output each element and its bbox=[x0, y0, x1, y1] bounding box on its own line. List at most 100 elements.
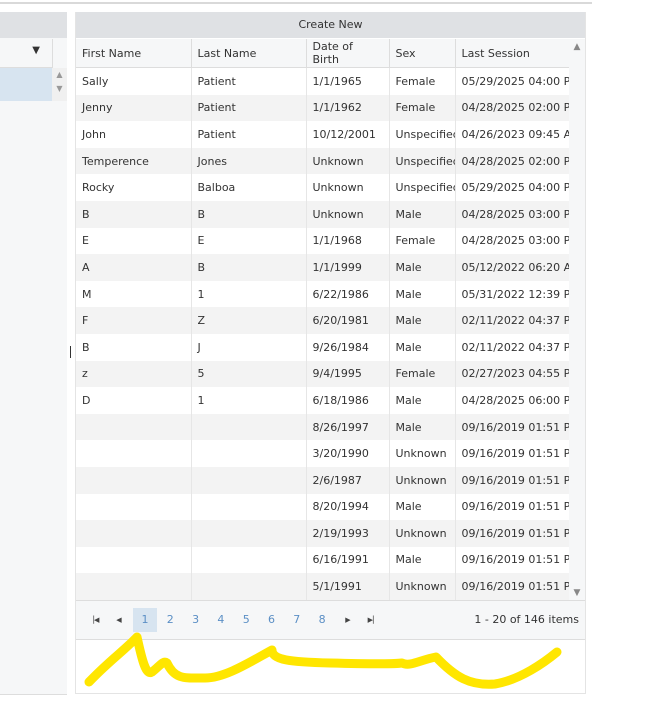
table-cell: 1/1/1968 bbox=[306, 227, 390, 255]
table-cell: 05/31/2022 12:39 PM bbox=[455, 280, 570, 308]
table-cell: B bbox=[191, 200, 307, 228]
table-row[interactable]: D 1 6/18/1986 Male 04/28/2025 06:00 PM bbox=[76, 387, 570, 414]
table-cell: M bbox=[76, 280, 192, 308]
table-cell: 9/26/1984 bbox=[306, 333, 390, 361]
table-cell: Temperence bbox=[76, 147, 192, 175]
filter-icon[interactable]: ▼ bbox=[32, 45, 40, 56]
table-cell: 5 bbox=[191, 360, 307, 388]
column-header[interactable]: Sex bbox=[389, 39, 456, 68]
column-header[interactable]: Last Name bbox=[191, 39, 307, 68]
page-button[interactable]: 5 bbox=[242, 613, 250, 626]
left-selected-row[interactable] bbox=[0, 68, 52, 101]
table-cell: 04/26/2023 09:45 AM bbox=[455, 121, 570, 148]
table-row[interactable]: B J 9/26/1984 Male 02/11/2022 04:37 PM bbox=[76, 333, 570, 361]
table-cell: 02/11/2022 04:37 PM bbox=[455, 307, 570, 334]
page-button[interactable]: 1 bbox=[133, 608, 157, 632]
splitter[interactable] bbox=[67, 12, 75, 694]
first-page-icon[interactable]: ▕◀ bbox=[88, 616, 100, 624]
table-cell: Female bbox=[389, 67, 456, 95]
table-row[interactable]: F Z 6/20/1981 Male 02/11/2022 04:37 PM bbox=[76, 307, 570, 334]
table-row[interactable]: M 1 6/22/1986 Male 05/31/2022 12:39 PM bbox=[76, 280, 570, 308]
triangle-up-icon[interactable]: ▲ bbox=[573, 42, 581, 52]
table-cell: Male bbox=[389, 307, 456, 334]
table-cell: Unknown bbox=[389, 573, 456, 600]
table-row[interactable]: Sally Patient 1/1/1965 Female 05/29/2025 04:… bbox=[76, 67, 570, 95]
table-cell: 1 bbox=[191, 280, 307, 308]
table-cell: Patient bbox=[191, 121, 307, 148]
left-scrollbar[interactable]: ▲ ▼ bbox=[52, 68, 67, 101]
table-row[interactable]: Rocky Balboa Unknown Unspecified 05/29/2025 … bbox=[76, 174, 570, 201]
table-row[interactable]: 3/20/1990 Unknown 09/16/2019 01:51 PM bbox=[76, 440, 570, 467]
table-cell: A bbox=[76, 254, 192, 281]
table-cell: Patient bbox=[191, 94, 307, 122]
table-row[interactable]: B B Unknown Male 04/28/2025 03:00 PM bbox=[76, 200, 570, 228]
table-cell: 1 bbox=[191, 387, 307, 414]
table-row[interactable]: z 5 9/4/1995 Female 02/27/2023 04:55 PM bbox=[76, 360, 570, 388]
left-filter-header: ▼ bbox=[0, 39, 53, 68]
table-row[interactable]: Jenny Patient 1/1/1962 Female 04/28/2025 02:… bbox=[76, 94, 570, 122]
column-header[interactable]: First Name bbox=[76, 39, 192, 68]
table-cell: 09/16/2019 01:51 PM bbox=[455, 573, 570, 600]
table-cell: Male bbox=[389, 254, 456, 281]
left-panel-header bbox=[0, 12, 67, 38]
triangle-up-icon[interactable]: ▲ bbox=[56, 70, 63, 79]
patients-grid: First Name Last Name Date of Birth Sex Last … bbox=[76, 39, 570, 600]
table-row[interactable]: 6/16/1991 Male 09/16/2019 01:51 PM bbox=[76, 546, 570, 574]
table-cell: 04/28/2025 06:00 PM bbox=[455, 387, 570, 414]
table-cell bbox=[191, 546, 307, 574]
table-cell: 6/20/1981 bbox=[306, 307, 390, 334]
table-cell: 8/20/1994 bbox=[306, 493, 390, 521]
table-cell: 09/16/2019 01:51 PM bbox=[455, 546, 570, 574]
table-row[interactable]: John Patient 10/12/2001 Unspecified 04/26/20… bbox=[76, 121, 570, 148]
page-button[interactable]: 2 bbox=[166, 613, 174, 626]
table-cell: E bbox=[76, 227, 192, 255]
table-cell bbox=[191, 413, 307, 441]
table-cell: 04/28/2025 03:00 PM bbox=[455, 227, 570, 255]
table-row[interactable]: 2/6/1987 Unknown 09/16/2019 01:51 PM bbox=[76, 466, 570, 494]
table-row[interactable]: 8/26/1997 Male 09/16/2019 01:51 PM bbox=[76, 413, 570, 441]
triangle-down-icon[interactable]: ▼ bbox=[573, 588, 581, 598]
table-cell: 04/28/2025 03:00 PM bbox=[455, 200, 570, 228]
page-button[interactable]: 7 bbox=[293, 613, 301, 626]
column-header[interactable]: Date of Birth bbox=[306, 39, 390, 68]
prev-page-icon[interactable]: ◀ bbox=[116, 616, 122, 624]
table-cell bbox=[76, 546, 192, 574]
table-cell: Jenny bbox=[76, 94, 192, 122]
table-cell: B bbox=[76, 200, 192, 228]
table-row[interactable]: Temperence Jones Unknown Unspecified 04/28/2… bbox=[76, 147, 570, 175]
left-panel: ▼ ▲ ▼ bbox=[0, 12, 67, 695]
table-cell: Rocky bbox=[76, 174, 192, 201]
triangle-down-icon[interactable]: ▼ bbox=[56, 84, 63, 93]
table-cell: Unspecified bbox=[389, 147, 456, 175]
table-row[interactable]: 8/20/1994 Male 09/16/2019 01:51 PM bbox=[76, 493, 570, 521]
table-cell: Unspecified bbox=[389, 121, 456, 148]
table-row[interactable]: 5/1/1991 Unknown 09/16/2019 01:51 PM bbox=[76, 573, 570, 600]
table-cell: 2/19/1993 bbox=[306, 520, 390, 547]
page-button[interactable]: 8 bbox=[318, 613, 326, 626]
table-cell bbox=[76, 413, 192, 441]
table-cell: 09/16/2019 01:51 PM bbox=[455, 413, 570, 441]
column-header[interactable]: Last Session bbox=[455, 39, 570, 68]
table-cell: 04/28/2025 02:00 PM bbox=[455, 147, 570, 175]
table-cell: Male bbox=[389, 333, 456, 361]
table-cell: 05/29/2025 04:00 PM bbox=[455, 67, 570, 95]
table-cell: Unknown bbox=[389, 466, 456, 494]
table-cell bbox=[191, 573, 307, 600]
table-cell: 10/12/2001 bbox=[306, 121, 390, 148]
table-row[interactable]: E E 1/1/1968 Female 04/28/2025 03:00 PM bbox=[76, 227, 570, 255]
table-cell: 6/18/1986 bbox=[306, 387, 390, 414]
table-cell bbox=[76, 440, 192, 467]
table-cell: Z bbox=[191, 307, 307, 334]
grid-scrollbar[interactable]: ▲ ▼ bbox=[569, 39, 585, 600]
page-button[interactable]: 6 bbox=[268, 613, 275, 626]
last-page-icon[interactable]: ▶▏ bbox=[367, 616, 379, 624]
page-button[interactable]: 4 bbox=[217, 613, 225, 626]
create-new-button[interactable]: Create New bbox=[76, 12, 585, 38]
table-row[interactable]: A B 1/1/1999 Male 05/12/2022 06:20 AM bbox=[76, 254, 570, 281]
next-page-icon[interactable]: ▶ bbox=[345, 616, 351, 624]
table-cell: Unknown bbox=[306, 174, 390, 201]
page-button[interactable]: 3 bbox=[192, 613, 200, 626]
table-row[interactable]: 2/19/1993 Unknown 09/16/2019 01:51 PM bbox=[76, 520, 570, 547]
table-cell: Male bbox=[389, 493, 456, 521]
